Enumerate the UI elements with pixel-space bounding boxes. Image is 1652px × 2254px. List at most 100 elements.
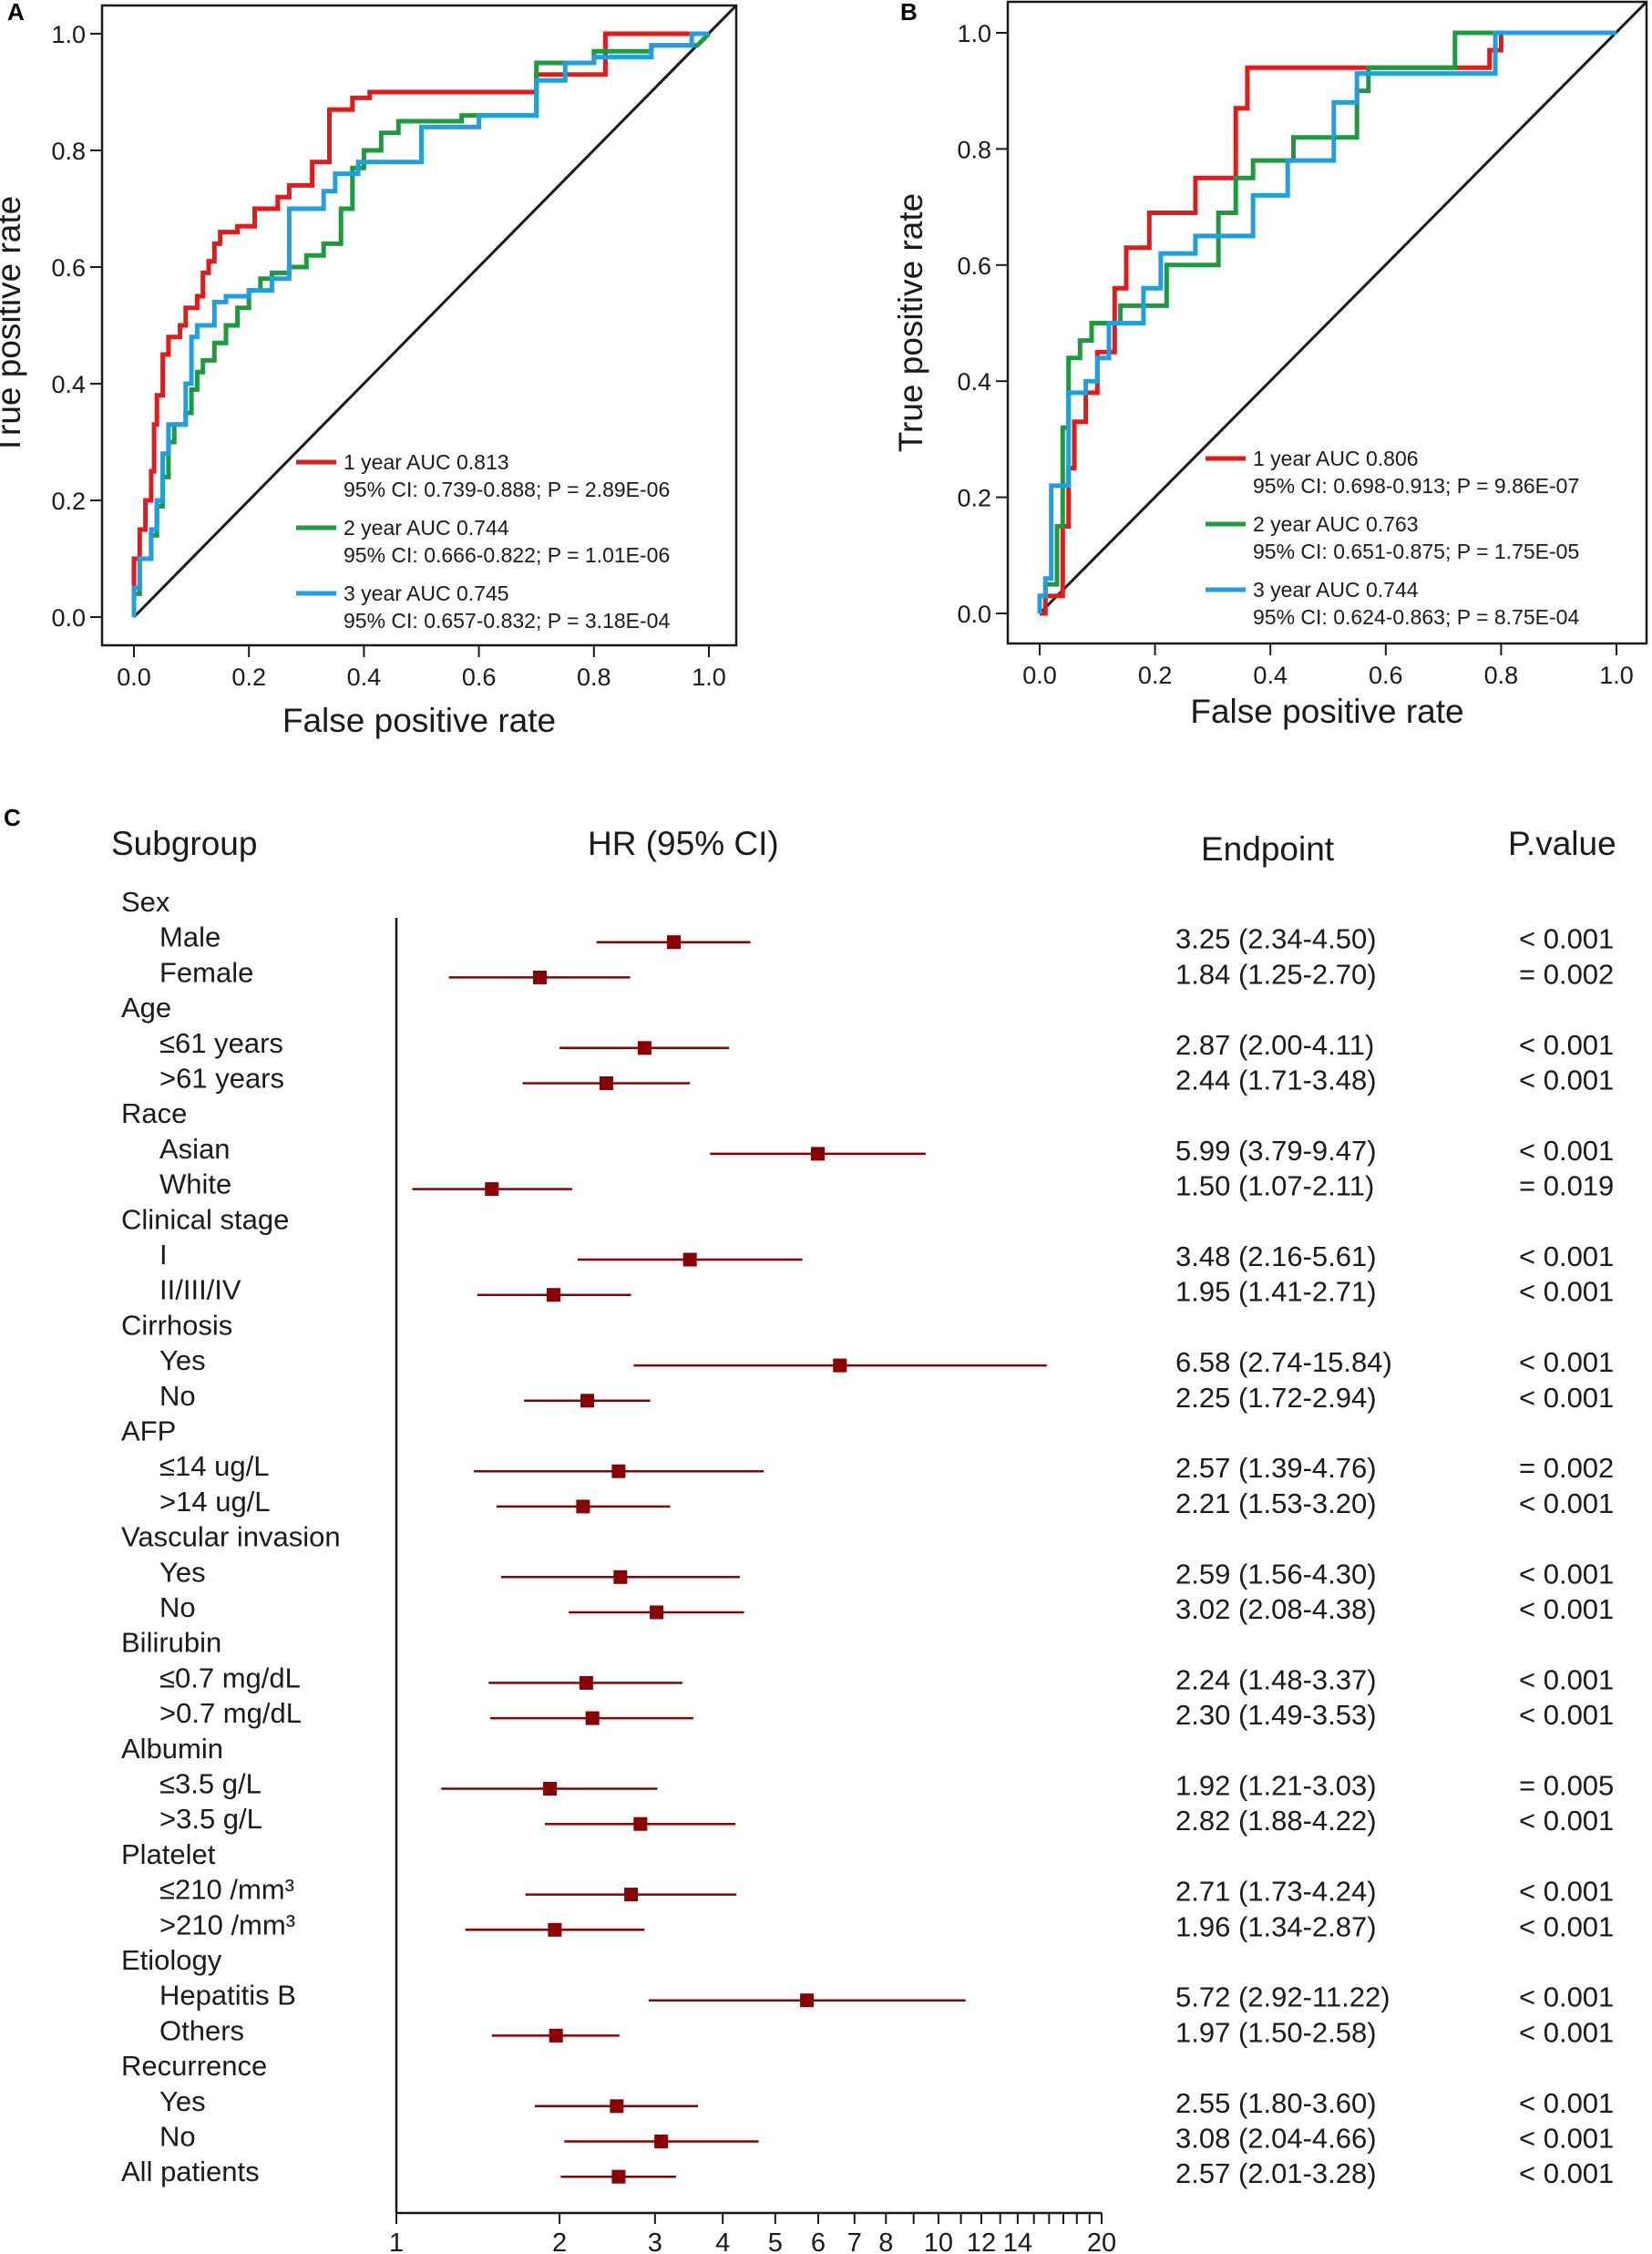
p-value: < 0.001 [1519,1065,1614,1096]
hr-marker [580,1394,595,1408]
subgroup-heading: Platelet [121,1838,216,1870]
endpoint-value: 2.21 (1.53-3.20) [1175,1487,1377,1519]
subgroup-heading: Clinical stage [121,1203,289,1235]
p-value: = 0.005 [1519,1770,1614,1802]
endpoint-value: 2.24 (1.48-3.37) [1175,1663,1377,1695]
plot-frame [1006,0,1648,645]
subgroup-label: All patients [121,2156,260,2187]
endpoint-value: 2.82 (1.88-4.22) [1175,1805,1377,1837]
hr-marker [549,2028,563,2043]
p-value: < 0.001 [1519,1135,1614,1167]
roc-curve-2-year [1037,30,1616,613]
hr-marker [800,1993,815,2008]
header-subgroup: Subgroup [111,825,257,862]
hr-marker [548,1922,562,1937]
endpoint-value: 3.08 (2.04-4.66) [1175,2123,1377,2155]
hr-marker [611,1464,626,1478]
endpoint-value: 2.44 (1.71-3.48) [1175,1065,1377,1096]
subgroup-label: Male [159,921,221,953]
subgroup-label: >3.5 g/L [159,1803,262,1835]
x-axis-label: False positive rate [1190,693,1463,730]
y-tick-label: 0.8 [51,138,86,165]
p-value: < 0.001 [1519,1029,1614,1061]
x-axis-label: False positive rate [282,702,556,739]
legend-ci: 95% CI: 0.698-0.913; P = 9.86E-07 [1253,474,1579,498]
reference-diagonal [132,4,738,619]
x-tick-label: 0.0 [117,664,151,691]
hr-marker [533,970,548,984]
x-tick-label: 0.4 [347,664,382,691]
subgroup-label: Asian [159,1133,231,1165]
endpoint-value: 6.58 (2.74-15.84) [1175,1346,1392,1378]
subgroup-label: >0.7 mg/dL [159,1697,302,1729]
endpoint-value: 3.48 (2.16-5.61) [1175,1240,1377,1272]
p-value: = 0.002 [1519,1452,1614,1484]
legend-ci: 95% CI: 0.624-0.863; P = 8.75E-04 [1253,605,1579,629]
endpoint-value: 2.55 (1.80-3.60) [1175,2087,1377,2119]
y-tick-label: 0.2 [51,488,86,515]
hr-marker [667,935,682,950]
y-tick-label: 0.4 [51,371,86,398]
x-tick-label: 1.0 [1599,662,1634,689]
roc-curve-3-year [131,31,709,617]
p-value: < 0.001 [1519,1981,1614,2013]
subgroup-label: Yes [159,1344,206,1376]
p-value: < 0.001 [1519,1699,1614,1731]
y-tick-label: 0.0 [51,604,86,632]
endpoint-value: 5.99 (3.79-9.47) [1175,1135,1377,1167]
subgroup-label: ≤61 years [159,1027,283,1059]
x-tick-label: 14 [1003,2228,1032,2254]
subgroup-heading: Etiology [121,1944,222,1976]
subgroup-label: Others [159,2014,244,2046]
subgroup-heading: Bilirubin [121,1627,221,1659]
hr-marker [650,1605,664,1620]
hr-marker [654,2135,669,2148]
y-tick-label: 1.0 [957,20,991,47]
x-tick-label: 8 [878,2228,893,2254]
endpoint-value: 2.25 (1.72-2.94) [1175,1382,1377,1414]
subgroup-heading: AFP [121,1415,176,1447]
subgroup-label: II/III/IV [159,1274,241,1306]
p-value: < 0.001 [1519,1593,1614,1625]
y-tick-label: 0.0 [957,601,991,628]
legend-auc: 3 year AUC 0.745 [344,582,509,605]
subgroup-label: White [159,1168,231,1200]
roc-curve-1-year [131,31,709,617]
subgroup-label: ≤3.5 g/L [159,1768,262,1800]
x-tick-label: 0.0 [1022,662,1057,689]
subgroup-label: No [159,1380,196,1412]
y-tick-label: 0.6 [957,252,991,280]
p-value: < 0.001 [1519,1346,1614,1378]
p-value: < 0.001 [1519,1276,1614,1308]
p-value: < 0.001 [1519,2087,1614,2119]
x-tick-label: 10 [924,2228,953,2254]
subgroup-label: ≤0.7 mg/dL [159,1662,301,1693]
p-value: < 0.001 [1519,1558,1614,1590]
hr-marker [611,2169,626,2184]
p-value: < 0.001 [1519,1240,1614,1272]
hr-marker [579,1675,593,1690]
x-tick-label: 12 [967,2228,996,2254]
subgroup-heading: Sex [121,886,170,918]
y-tick-label: 0.8 [957,136,991,163]
hr-marker [624,1888,639,1902]
x-tick-label: 0.8 [1484,662,1519,689]
y-axis-label: True positive rate [0,196,27,455]
hr-marker [485,1182,499,1197]
x-tick-label: 1 [389,2228,404,2254]
subgroup-label: >14 ug/L [159,1486,271,1518]
header-hr: HR (95% CI) [588,825,779,862]
hr-marker [547,1288,561,1302]
x-tick-label: 0.6 [462,664,497,691]
endpoint-value: 2.57 (1.39-4.76) [1175,1452,1377,1484]
subgroup-label: No [159,1591,196,1623]
legend-ci: 95% CI: 0.651-0.875; P = 1.75E-05 [1253,540,1579,563]
hr-marker [543,1782,558,1796]
endpoint-value: 1.92 (1.21-3.03) [1175,1770,1377,1802]
endpoint-value: 3.02 (2.08-4.38) [1175,1593,1377,1625]
hr-marker [833,1358,847,1373]
panel-label: B [900,0,918,26]
roc-curve-3-year [1037,30,1616,613]
subgroup-label: >210 /mm³ [159,1909,295,1940]
x-tick-label: 5 [768,2228,783,2254]
